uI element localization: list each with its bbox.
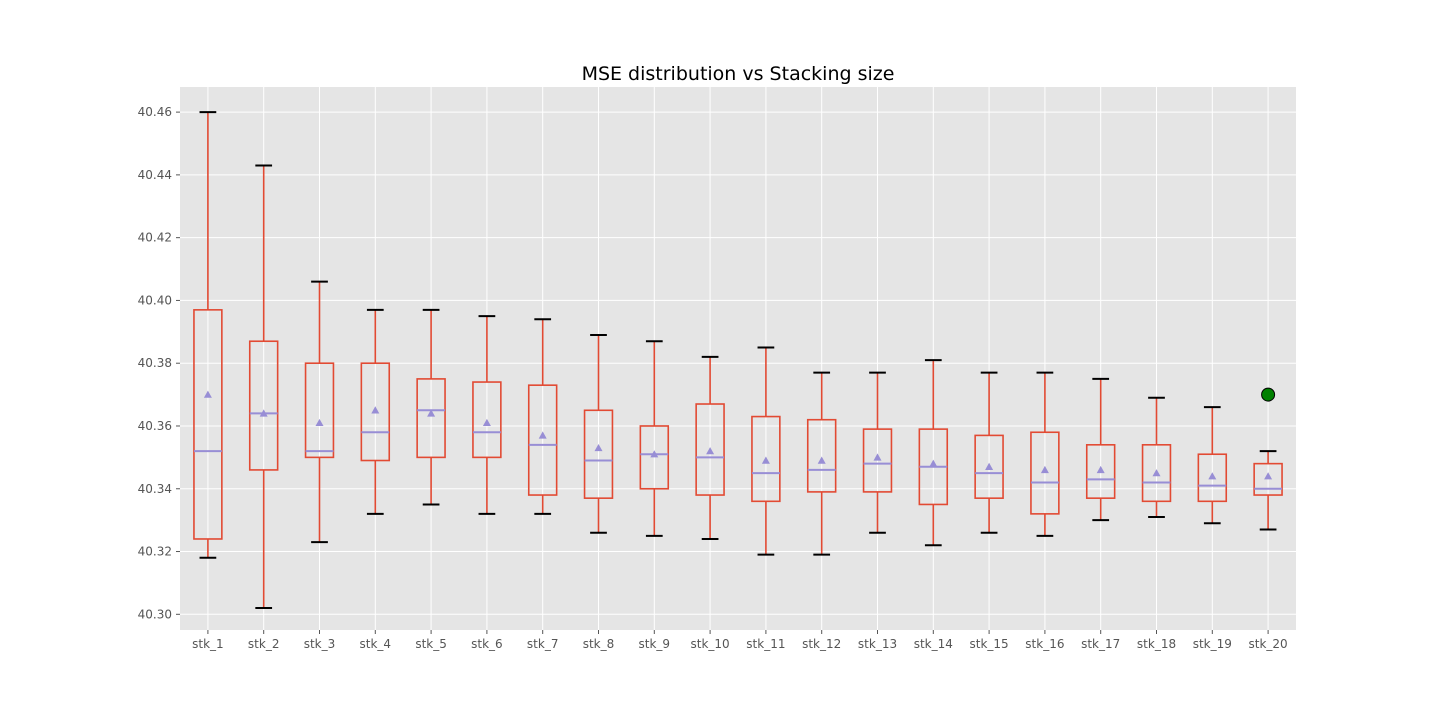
x-tick-label: stk_12 <box>802 637 841 651</box>
box-stk_18 <box>1141 396 1172 519</box>
y-tick-label: 40.34 <box>138 482 172 496</box>
iqr-box <box>527 384 558 496</box>
iqr-box <box>193 309 223 540</box>
mean-marker <box>873 453 882 461</box>
box-stk_15 <box>974 371 1004 534</box>
plot-area <box>180 87 1296 630</box>
mean-marker <box>427 409 436 417</box>
iqr-box <box>1253 462 1283 496</box>
y-axis: 40.30 40.32 40.34 40.36 40.38 40.40 40.42 40.44… <box>138 105 180 621</box>
mean-marker <box>1096 465 1105 474</box>
box-stk_16 <box>1030 371 1060 537</box>
iqr-box <box>1197 453 1228 503</box>
mean-marker <box>817 456 826 464</box>
iqr-box <box>304 362 335 459</box>
x-tick-label: stk_2 <box>248 637 280 651</box>
mean-marker <box>929 459 938 467</box>
x-tick-label: stk_20 <box>1249 637 1288 651</box>
x-tick-label: stk_11 <box>746 637 785 651</box>
box-stk_17 <box>1085 377 1116 522</box>
y-tick-label: 40.30 <box>138 607 172 621</box>
x-tick-label: stk_6 <box>471 637 503 651</box>
y-tick-label: 40.46 <box>138 105 172 119</box>
x-tick-label: stk_14 <box>914 637 953 651</box>
box-stk_20 <box>1253 387 1283 531</box>
box-stk_4 <box>360 308 391 515</box>
box-stk_8 <box>583 333 614 534</box>
y-tick-label: 40.40 <box>138 293 172 307</box>
iqr-box <box>1141 444 1172 503</box>
x-tick-label: stk_3 <box>304 637 336 651</box>
iqr-box <box>416 378 446 459</box>
outlier-point <box>1261 387 1276 402</box>
iqr-box <box>1030 431 1060 515</box>
box-stk_14 <box>918 359 949 547</box>
box-stk_9 <box>639 340 670 537</box>
box-stk_12 <box>806 371 837 556</box>
x-tick-label: stk_13 <box>858 637 897 651</box>
mean-marker <box>315 418 324 427</box>
x-tick-label: stk_9 <box>639 637 671 651</box>
iqr-box <box>751 415 781 503</box>
x-tick-label: stk_17 <box>1081 637 1120 651</box>
x-tick-label: stk_4 <box>360 637 392 651</box>
y-tick-label: 40.38 <box>138 356 172 370</box>
x-tick-label: stk_16 <box>1025 637 1064 651</box>
x-axis: stk_1 stk_2 stk_3 stk_4 stk_5 stk_6 stk_7 stk_8… <box>192 630 1288 651</box>
y-tick-label: 40.36 <box>138 419 172 433</box>
box-stk_11 <box>751 346 781 556</box>
box-stk_5 <box>416 308 446 506</box>
iqr-box <box>583 409 614 499</box>
y-tick-label: 40.32 <box>138 545 172 559</box>
x-tick-label: stk_15 <box>970 637 1009 651</box>
x-tick-label: stk_1 <box>192 637 224 651</box>
mean-marker <box>371 406 380 414</box>
x-tick-label: stk_19 <box>1193 637 1232 651</box>
box-stk_10 <box>695 355 725 540</box>
mean-marker <box>1040 465 1049 474</box>
mean-marker <box>761 456 770 464</box>
x-tick-label: stk_8 <box>583 637 615 651</box>
box-stk_13 <box>862 371 893 534</box>
iqr-box <box>639 425 670 490</box>
mean-marker <box>1264 472 1273 480</box>
iqr-box <box>695 403 725 496</box>
iqr-box <box>974 434 1004 499</box>
box-stk_3 <box>304 280 335 544</box>
mean-marker <box>203 390 212 398</box>
mean-marker <box>1208 472 1217 480</box>
mean-marker <box>482 418 491 427</box>
mean-marker <box>650 450 659 458</box>
box-stk_19 <box>1197 406 1228 525</box>
y-tick-label: 40.44 <box>138 168 172 182</box>
iqr-box <box>1085 444 1116 499</box>
iqr-box <box>472 381 502 459</box>
mean-marker <box>985 462 994 470</box>
iqr-box <box>862 428 893 493</box>
mean-marker <box>538 431 547 439</box>
box-stk_6 <box>472 315 502 515</box>
box-stk_7 <box>527 318 558 515</box>
box-stk_1 <box>193 111 223 559</box>
iqr-box <box>360 362 391 462</box>
chart-title: MSE distribution vs Stacking size <box>582 63 895 85</box>
x-tick-label: stk_5 <box>415 637 447 651</box>
box-series <box>193 111 1283 610</box>
y-tick-label: 40.42 <box>138 231 172 245</box>
box-stk_2 <box>248 164 279 610</box>
x-tick-label: stk_18 <box>1137 637 1176 651</box>
iqr-box <box>248 340 279 471</box>
iqr-box <box>806 418 837 493</box>
x-tick-label: stk_10 <box>691 637 730 651</box>
mean-marker <box>259 409 268 417</box>
mean-marker <box>706 447 715 455</box>
mean-marker <box>594 443 603 452</box>
x-tick-label: stk_7 <box>527 637 559 651</box>
mean-marker <box>1152 469 1161 477</box>
